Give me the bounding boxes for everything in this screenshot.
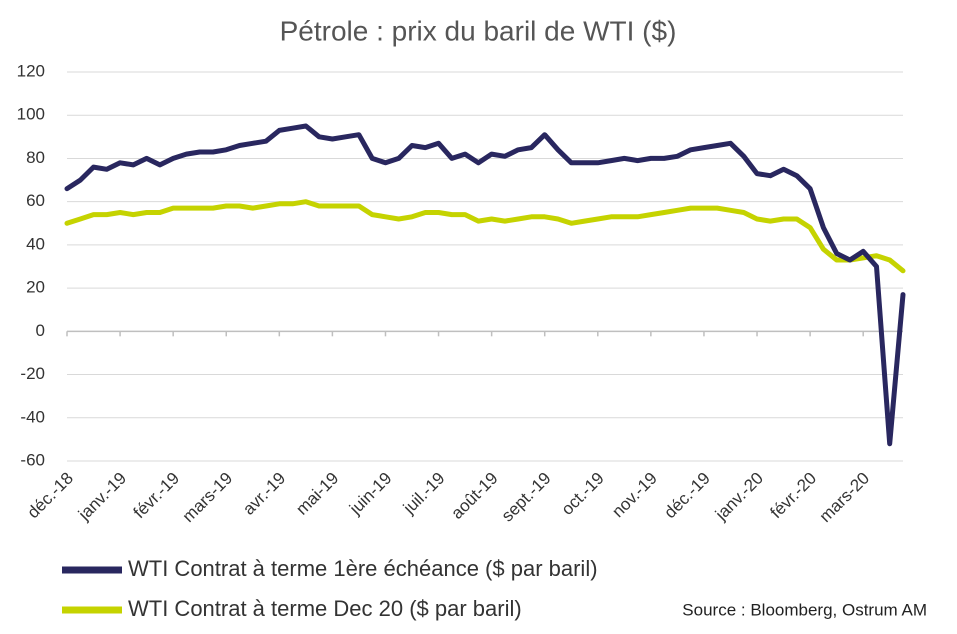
x-tick-label: févr.-20 (767, 469, 821, 523)
y-tick-label: 60 (26, 191, 45, 210)
legend-label: WTI Contrat à terme Dec 20 ($ par baril) (128, 596, 522, 621)
x-tick-label: janv.-19 (74, 469, 130, 525)
x-tick-label: mars-20 (816, 469, 874, 527)
x-tick-label: déc.-19 (660, 469, 714, 523)
x-tick-label: janv.-20 (711, 469, 767, 525)
x-tick-label: déc.-18 (23, 469, 77, 523)
x-tick-label: avr.-19 (239, 469, 289, 519)
y-tick-label: 80 (26, 148, 45, 167)
x-tick-label: mai-19 (292, 469, 342, 519)
source-note: Source : Bloomberg, Ostrum AM (682, 600, 927, 619)
y-tick-label: 40 (26, 234, 45, 253)
y-tick-label: -40 (20, 407, 45, 426)
x-tick-label: mars-19 (179, 469, 237, 527)
legend-label: WTI Contrat à terme 1ère échéance ($ par… (128, 556, 598, 581)
x-tick-label: févr.-19 (130, 469, 184, 523)
x-tick-label: nov.-19 (608, 469, 661, 522)
y-tick-label: -20 (20, 364, 45, 383)
y-tick-label: 20 (26, 278, 45, 297)
y-tick-label: 100 (17, 105, 45, 124)
y-tick-label: 120 (17, 61, 45, 80)
y-tick-label: 0 (36, 321, 45, 340)
x-tick-label: juil.-19 (399, 469, 449, 519)
data-line (64, 123, 906, 447)
x-tick-label: juin-19 (345, 469, 395, 519)
x-tick-label: oct.-19 (558, 469, 608, 519)
chart-title: Pétrole : prix du baril de WTI ($) (280, 15, 677, 46)
x-tick-label: août-19 (447, 469, 501, 523)
y-tick-label: -60 (20, 450, 45, 469)
x-tick-label: sept.-19 (498, 469, 555, 526)
data-line (64, 199, 906, 274)
